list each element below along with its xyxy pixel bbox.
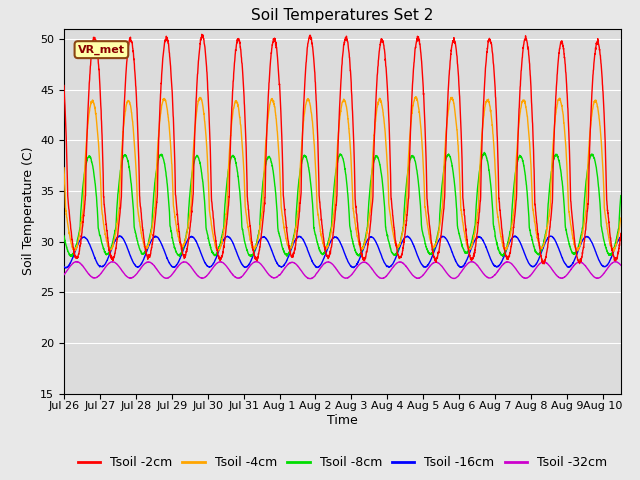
Tsoil -16cm — [606, 257, 614, 263]
Tsoil -4cm — [274, 131, 282, 137]
Tsoil -4cm — [298, 142, 305, 147]
Tsoil -4cm — [412, 94, 420, 99]
Tsoil -32cm — [274, 274, 282, 279]
X-axis label: Time: Time — [327, 414, 358, 427]
Tsoil -4cm — [124, 99, 131, 105]
Tsoil -16cm — [62, 265, 70, 271]
Line: Tsoil -16cm: Tsoil -16cm — [64, 236, 621, 268]
Tsoil -32cm — [547, 264, 554, 270]
Tsoil -16cm — [298, 235, 306, 241]
Line: Tsoil -4cm: Tsoil -4cm — [64, 96, 621, 252]
Tsoil -16cm — [124, 246, 132, 252]
Line: Tsoil -2cm: Tsoil -2cm — [64, 34, 621, 264]
Tsoil -32cm — [307, 276, 314, 282]
Tsoil -4cm — [617, 215, 625, 221]
Tsoil -4cm — [609, 249, 617, 254]
Tsoil -2cm — [198, 31, 205, 37]
Tsoil -16cm — [157, 240, 164, 246]
Tsoil -32cm — [298, 269, 306, 275]
Line: Tsoil -32cm: Tsoil -32cm — [64, 262, 621, 279]
Tsoil -8cm — [274, 223, 282, 228]
Tsoil -4cm — [60, 165, 68, 171]
Tsoil -32cm — [606, 262, 614, 268]
Tsoil -32cm — [73, 259, 81, 264]
Tsoil -16cm — [547, 233, 554, 239]
Tsoil -8cm — [124, 157, 131, 163]
Tsoil -16cm — [60, 264, 68, 270]
Tsoil -16cm — [274, 262, 282, 267]
Tsoil -2cm — [274, 58, 282, 63]
Tsoil -4cm — [157, 111, 164, 117]
Tsoil -4cm — [546, 205, 554, 211]
Title: Soil Temperatures Set 2: Soil Temperatures Set 2 — [252, 9, 433, 24]
Tsoil -2cm — [547, 221, 554, 227]
Tsoil -32cm — [157, 272, 164, 277]
Tsoil -8cm — [606, 252, 614, 257]
Tsoil -32cm — [617, 263, 625, 268]
Y-axis label: Soil Temperature (C): Soil Temperature (C) — [22, 147, 35, 276]
Tsoil -32cm — [60, 272, 68, 277]
Tsoil -4cm — [606, 240, 614, 246]
Tsoil -8cm — [547, 179, 554, 185]
Tsoil -32cm — [124, 274, 132, 280]
Tsoil -8cm — [247, 253, 255, 259]
Tsoil -8cm — [298, 159, 306, 165]
Tsoil -8cm — [157, 152, 164, 157]
Tsoil -2cm — [124, 51, 131, 57]
Tsoil -16cm — [116, 233, 124, 239]
Tsoil -8cm — [60, 233, 68, 239]
Tsoil -16cm — [617, 234, 625, 240]
Line: Tsoil -8cm: Tsoil -8cm — [64, 153, 621, 256]
Tsoil -8cm — [481, 150, 488, 156]
Tsoil -2cm — [617, 230, 625, 236]
Tsoil -2cm — [60, 83, 68, 88]
Tsoil -2cm — [157, 91, 164, 97]
Tsoil -2cm — [606, 233, 614, 239]
Legend: Tsoil -2cm, Tsoil -4cm, Tsoil -8cm, Tsoil -16cm, Tsoil -32cm: Tsoil -2cm, Tsoil -4cm, Tsoil -8cm, Tsoi… — [72, 451, 612, 474]
Tsoil -2cm — [298, 152, 306, 157]
Text: VR_met: VR_met — [78, 45, 125, 55]
Tsoil -8cm — [617, 192, 625, 198]
Tsoil -2cm — [540, 261, 548, 267]
